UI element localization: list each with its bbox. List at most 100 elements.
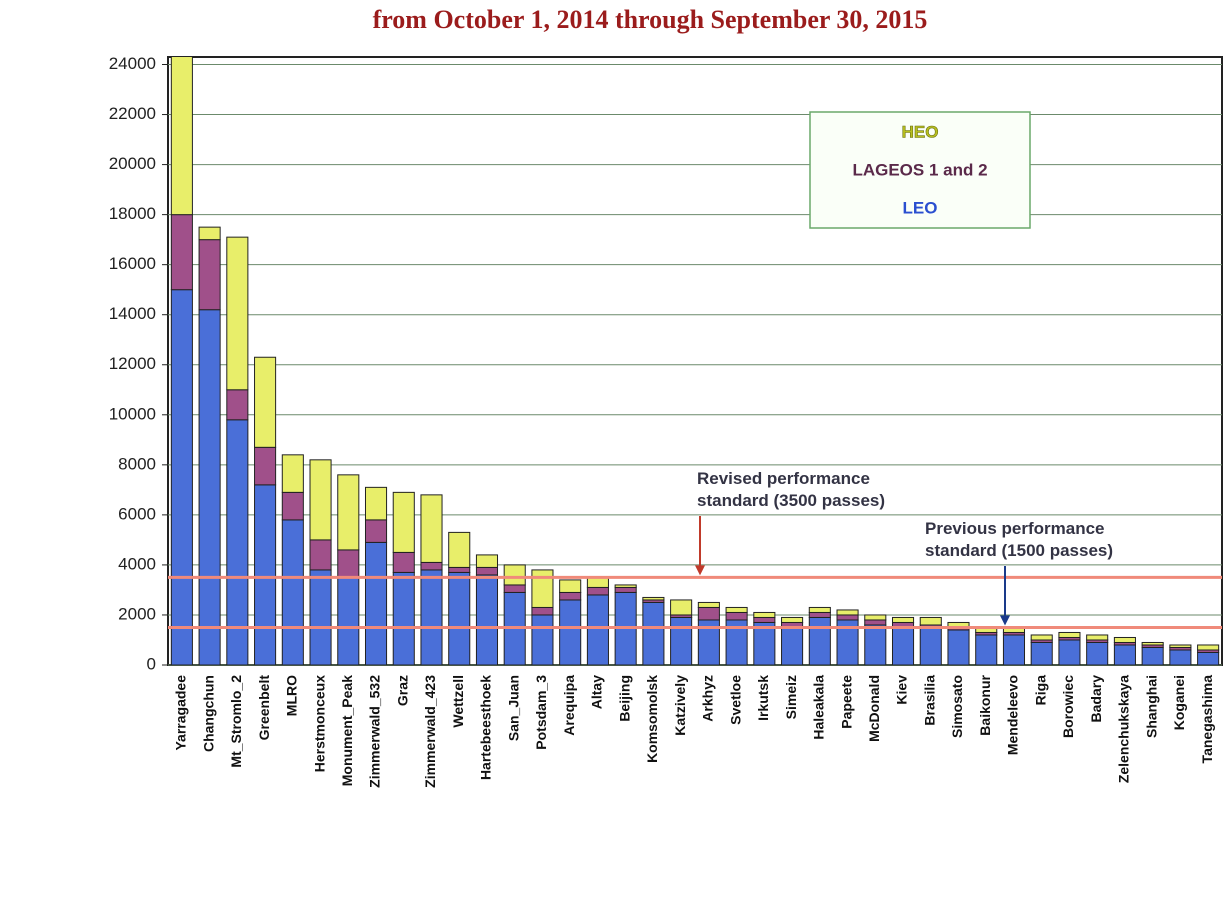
annotation: Revised performance standard (3500 passes… — [697, 469, 885, 510]
x-tick-label: Katzively — [672, 675, 688, 736]
x-tick-label: Altay — [589, 675, 605, 709]
chart-title: from October 1, 2014 through September 3… — [373, 5, 928, 34]
bar-segment — [448, 566, 471, 573]
legend-box — [809, 111, 1031, 229]
bar-segment — [531, 606, 554, 616]
bar-segment — [559, 599, 582, 665]
x-tick-label: Irkutsk — [755, 675, 771, 721]
x-tick-label: Tanegashima — [1199, 675, 1215, 764]
bar-segment — [864, 624, 887, 665]
y-tick-label: 14000 — [109, 304, 156, 323]
bar-segment — [198, 309, 221, 665]
bar-segment — [1030, 634, 1053, 641]
bar-segment — [781, 626, 804, 665]
bar-segment — [642, 601, 665, 665]
bar-segment — [753, 616, 776, 623]
x-tick-label: Borowiec — [1060, 675, 1076, 738]
bar-segment — [503, 564, 526, 586]
x-tick-label: Shanghai — [1143, 675, 1159, 738]
bar-segment — [1141, 641, 1164, 646]
bar-segment — [392, 571, 415, 665]
bar-segment — [420, 561, 443, 571]
arrow-head — [1000, 615, 1010, 626]
bar-segment — [337, 549, 360, 578]
x-tick-label: Graz — [394, 675, 410, 706]
bar-segment — [1030, 641, 1053, 665]
bar-segment — [781, 616, 804, 623]
bar-segment — [836, 609, 859, 616]
bar-segment — [364, 486, 388, 521]
bar-segment — [281, 454, 304, 493]
bar-segment — [836, 614, 859, 621]
bar-segment — [919, 616, 942, 626]
bar-segment — [1141, 646, 1164, 665]
bar-segment — [392, 551, 415, 573]
bar-segment — [448, 531, 471, 568]
legend-label: LEO — [903, 198, 938, 217]
y-tick-label: 4000 — [118, 554, 156, 573]
x-tick-label: Baikonur — [977, 674, 993, 735]
bar-segment — [559, 591, 582, 601]
x-tick-label: Zimmerwald_423 — [422, 675, 438, 788]
x-tick-label: Hartebeesthoek — [478, 675, 494, 780]
bar-segment — [1169, 649, 1192, 665]
x-tick-label: Haleakala — [811, 675, 827, 740]
x-tick-label: Simosato — [949, 675, 965, 738]
bar-segment — [337, 474, 360, 551]
x-tick-label: Changchun — [200, 675, 216, 752]
x-tick-label: Arequipa — [561, 675, 577, 736]
bar-segment — [309, 569, 332, 665]
bar-segment — [254, 446, 277, 486]
x-tick-label: Mendeleevo — [1005, 675, 1021, 755]
x-tick-label: Herstmonceux — [311, 675, 327, 772]
bar-segment — [864, 614, 887, 621]
x-tick-label: MLRO — [284, 675, 300, 716]
bar-segment — [808, 606, 831, 613]
x-tick-label: Monument_Peak — [339, 675, 355, 786]
bar-segment — [559, 579, 582, 593]
bar-segment — [198, 226, 221, 241]
y-tick-label: 0 — [147, 654, 156, 673]
arrow-head — [695, 565, 705, 576]
bar-segment — [254, 356, 277, 448]
x-tick-label: Simeiz — [783, 675, 799, 719]
bar-segment — [309, 459, 332, 541]
bar-segment — [420, 494, 443, 563]
y-tick-label: 8000 — [118, 454, 156, 473]
x-tick-label: Brasilia — [921, 675, 937, 726]
x-tick-label: Koganei — [1171, 675, 1187, 730]
bar-segment — [697, 601, 720, 608]
bar-segment — [226, 236, 249, 391]
bar-segment — [947, 629, 970, 665]
y-tick-label: 12000 — [109, 354, 156, 373]
bar-segment — [586, 576, 609, 588]
bar-segment — [891, 626, 915, 665]
x-tick-label: Wettzell — [450, 675, 466, 728]
bar-segment — [1169, 644, 1192, 648]
bar-segment — [1113, 636, 1136, 643]
bar-segment — [808, 611, 831, 618]
x-tick-label: Zelenchukskaya — [1116, 675, 1132, 783]
bar-segment — [198, 239, 221, 311]
bar-segment — [725, 606, 748, 613]
bar-segment — [1058, 631, 1081, 638]
x-tick-label: Zimmerwald_532 — [367, 675, 383, 788]
x-tick-label: Potsdam_3 — [533, 675, 549, 750]
bar-segment — [420, 569, 443, 665]
x-tick-label: McDonald — [866, 675, 882, 742]
x-tick-label: Beijing — [616, 675, 632, 722]
bar-segment — [364, 519, 388, 543]
bar-segment — [475, 554, 499, 568]
bar-segment — [725, 611, 748, 621]
y-tick-label: 20000 — [109, 154, 156, 173]
bar-segment — [531, 614, 554, 665]
y-tick-label: 22000 — [109, 104, 156, 123]
bar-segment — [1058, 639, 1081, 665]
bar-segment — [864, 619, 887, 626]
legend-label: HEO — [902, 122, 939, 141]
bar-segment — [226, 389, 249, 421]
bar-segment — [503, 584, 526, 593]
bar-segment — [670, 616, 693, 665]
x-tick-label: Riga — [1032, 675, 1048, 706]
bar-segment — [1197, 651, 1220, 665]
